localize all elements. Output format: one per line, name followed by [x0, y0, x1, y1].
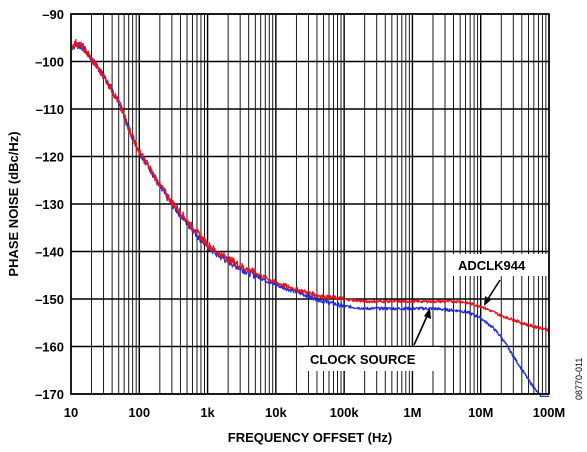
x-tick-labels: 10 100 1k 10k 100k 1M 10M 100M — [64, 405, 566, 420]
x-tick-label: 10 — [64, 405, 78, 420]
annotation-adclk944-label: ADCLK944 — [458, 258, 526, 273]
annotation-clock-source-arrowhead — [424, 308, 431, 319]
annotation-adclk944-box — [451, 254, 547, 276]
y-tick-label: –170 — [35, 387, 64, 402]
x-tick-label: 10M — [468, 405, 493, 420]
y-tick-label: –150 — [35, 292, 64, 307]
annotation-clock-source-box — [304, 347, 440, 371]
annotation-clock-source-arrow — [413, 313, 429, 346]
y-tick-label: –140 — [35, 245, 64, 260]
annotation-adclk944-arrowhead — [484, 296, 491, 306]
y-tick-labels: –90 –100 –110 –120 –130 –140 –150 –160 –170 — [35, 7, 64, 402]
y-tick-label: –110 — [36, 102, 64, 117]
annotation-adclk944: ADCLK944 — [451, 254, 547, 306]
y-axis-title: PHASE NOISE (dBc/Hz) — [6, 131, 21, 276]
annotation-clock-source-label: CLOCK SOURCE — [310, 352, 416, 367]
series-line-adclk944 — [70, 39, 550, 332]
x-tick-label: 1k — [200, 405, 215, 420]
figure-id: 08770-011 — [574, 358, 584, 400]
annotation-clock-source: CLOCK SOURCE — [304, 308, 440, 371]
y-tick-label: –130 — [35, 197, 64, 212]
plot-frame — [70, 13, 550, 395]
y-tick-label: –160 — [35, 340, 64, 355]
x-tick-label: 10k — [265, 405, 287, 420]
x-tick-label: 100k — [330, 405, 360, 420]
x-tick-label: 100M — [533, 405, 566, 420]
series-layer — [70, 39, 550, 398]
x-axis-title: FREQUENCY OFFSET (Hz) — [228, 430, 392, 445]
y-tick-label: –90 — [42, 7, 64, 22]
y-tick-label: –120 — [35, 150, 64, 165]
x-tick-label: 1M — [403, 405, 421, 420]
x-tick-label: 100 — [128, 405, 150, 420]
y-tick-label: –100 — [35, 55, 64, 70]
